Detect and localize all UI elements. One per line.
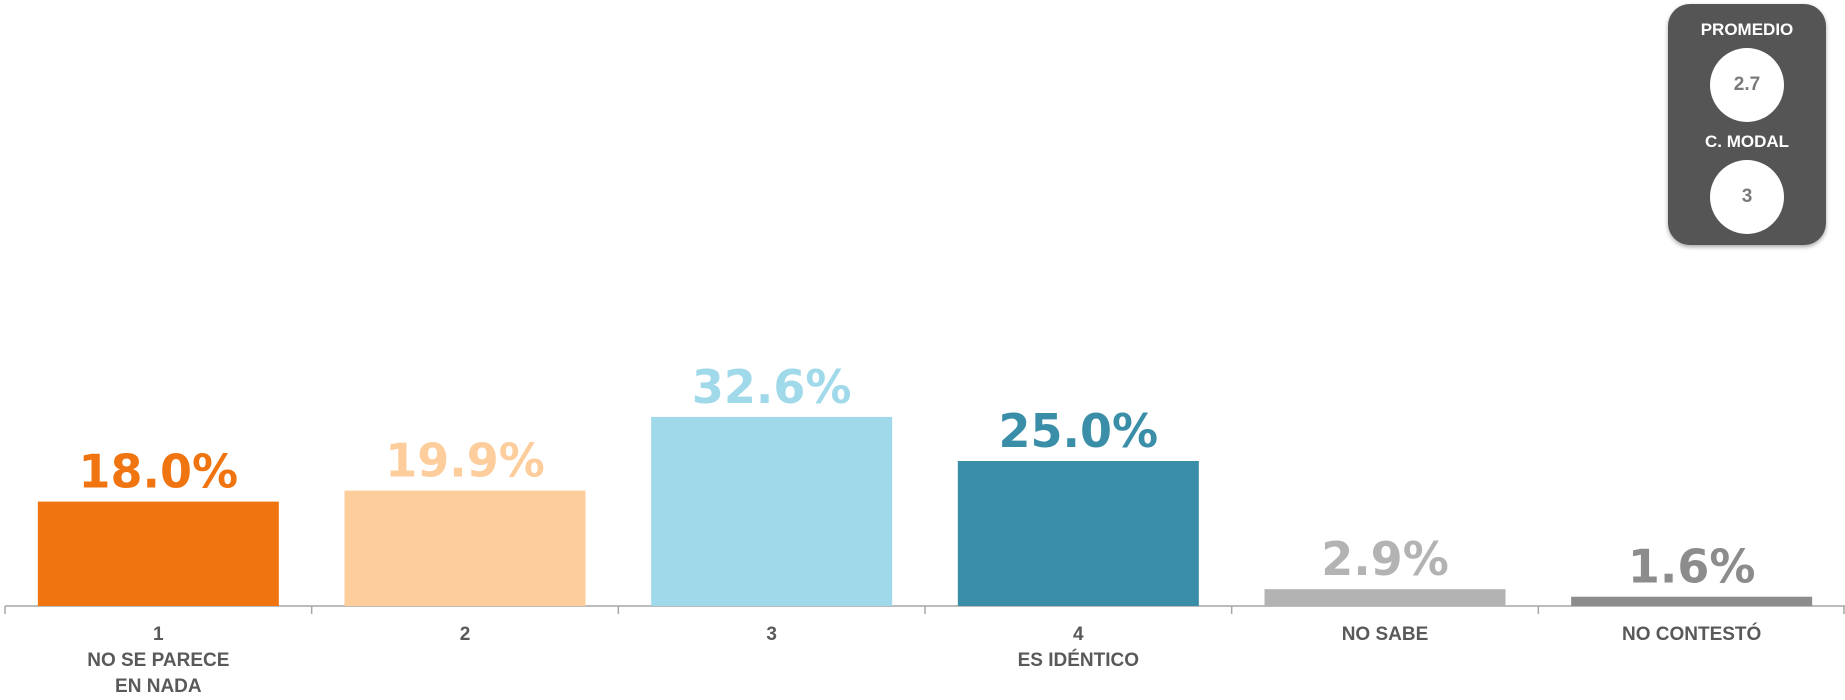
bar	[1571, 596, 1813, 606]
data-label: 25.0%	[999, 404, 1159, 458]
category-label: NO SE PARECE	[87, 650, 229, 671]
modal-label: C. MODAL	[1704, 132, 1790, 151]
category-label: 1	[153, 624, 164, 645]
category-label: EN NADA	[115, 676, 202, 697]
modal-value: 3	[1710, 160, 1784, 234]
data-label: 18.0%	[79, 445, 239, 499]
category-label: NO SABE	[1342, 624, 1429, 645]
bar	[957, 461, 1199, 606]
data-label: 1.6%	[1628, 540, 1756, 594]
data-label: 19.9%	[385, 434, 545, 488]
summary-stats-panel: PROMEDIO 2.7 C. MODAL 3	[1668, 4, 1826, 245]
category-label: 4	[1073, 624, 1084, 645]
bar	[37, 501, 279, 606]
category-label: ES IDÉNTICO	[1018, 649, 1139, 671]
bar	[344, 490, 586, 606]
category-label: NO CONTESTÓ	[1622, 623, 1761, 645]
category-label: 3	[766, 624, 777, 645]
bar	[1264, 589, 1506, 606]
data-label: 2.9%	[1321, 532, 1449, 586]
bar	[651, 416, 893, 606]
promedio-label: PROMEDIO	[1700, 20, 1794, 39]
promedio-value: 2.7	[1710, 48, 1784, 122]
data-label: 32.6%	[692, 360, 852, 414]
category-label: 2	[460, 624, 471, 645]
